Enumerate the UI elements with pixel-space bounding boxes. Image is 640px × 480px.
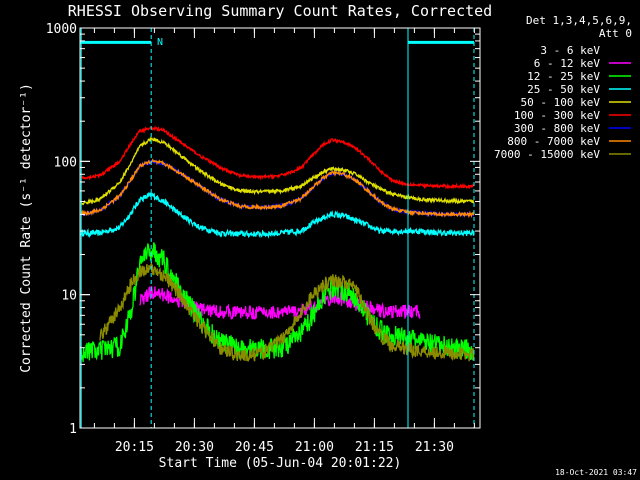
x-tick-label-0: 20:15 [115,440,154,455]
x-axis-label: Start Time (05-Jun-04 20:01:22) [159,456,402,471]
legend-label-5: 100 - 300 keV [514,109,600,122]
legend-label-6: 300 - 800 keV [514,122,600,135]
x-tick-label-3: 21:00 [295,440,334,455]
legend-header-line-2: Att 0 [599,27,632,40]
y-tick-label-2: 10 [61,289,77,304]
series-line-8 [99,261,475,363]
legend-label-8: 7000 - 15000 keV [494,148,600,161]
footer-timestamp: 18-Oct-2021 03:47 [555,468,637,477]
x-tick-label-1: 20:30 [175,440,214,455]
series-line-0 [133,297,420,428]
x-tick-label-4: 21:15 [355,440,394,455]
y-tick-label-3: 1 [69,422,77,437]
annotation-n-label: N [157,37,163,48]
legend-label-3: 25 - 50 keV [527,83,600,96]
legend-label-2: 12 - 25 keV [527,70,600,83]
x-tick-label-2: 20:45 [235,440,274,455]
legend-label-7: 800 - 7000 keV [507,135,600,148]
y-axis: 1000 100 10 1 [46,22,480,437]
legend-header-line-1: Det 1,3,4,5,6,9, [526,14,632,27]
y-tick-label-1: 100 [54,155,77,170]
chart-title: RHESSI Observing Summary Count Rates, Co… [68,2,492,20]
legend-label-1: 6 - 12 keV [534,57,601,70]
overlay-layer [80,28,475,428]
series-layer [80,125,475,428]
y-tick-label-0: 1000 [46,22,77,37]
plot-frame [79,27,481,429]
legend-label-0: 3 - 6 keV [540,44,600,57]
legend-label-4: 50 - 100 keV [521,96,601,109]
y-axis-label: Corrected Count Rate (s⁻¹ detector⁻¹) [19,83,34,373]
plot-area [79,27,481,429]
x-axis: 20:15 20:30 20:45 21:00 21:15 21:30 [93,28,475,455]
x-tick-label-5: 21:30 [415,440,454,455]
